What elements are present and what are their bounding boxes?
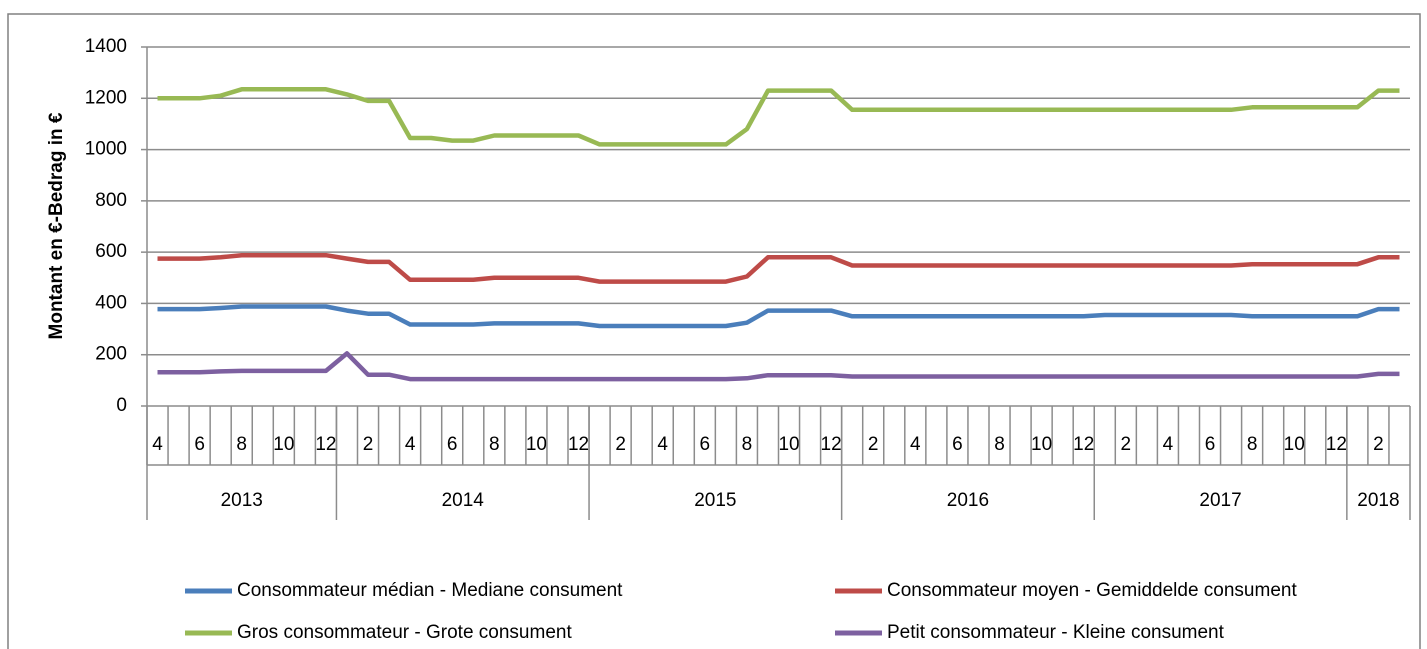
legend-label: Petit consommateur - Kleine consument [887, 622, 1225, 643]
x-tick-label: 8 [236, 434, 247, 455]
series-line [157, 351, 1400, 382]
y-tick-label: 200 [95, 344, 127, 365]
y-tick-label: 800 [95, 190, 127, 211]
x-tick-label: 2 [1121, 434, 1132, 455]
x-tick-label: 12 [1326, 434, 1347, 455]
x-tick-label: 8 [994, 434, 1005, 455]
year-label: 2017 [1199, 490, 1241, 511]
x-tick-label: 4 [1163, 434, 1174, 455]
x-tick-label: 6 [700, 434, 711, 455]
y-axis-title: Montant en €-Bedrag in € [46, 112, 67, 339]
x-tick-label: 10 [1284, 434, 1305, 455]
x-tick-label: 8 [489, 434, 500, 455]
year-label: 2015 [694, 490, 736, 511]
x-tick-label: 4 [405, 434, 416, 455]
x-tick-label: 10 [526, 434, 547, 455]
chart-frame [7, 13, 1421, 649]
year-label: 2013 [221, 490, 263, 511]
year-label: 2016 [947, 490, 989, 511]
x-tick-label: 2 [615, 434, 626, 455]
series-line [157, 304, 1400, 329]
x-tick-label: 2 [363, 434, 374, 455]
legend-label: Gros consommateur - Grote consument [237, 622, 572, 643]
series-line [157, 87, 1400, 147]
series-line [157, 252, 1400, 284]
x-tick-label: 12 [1073, 434, 1094, 455]
x-tick-label: 6 [194, 434, 205, 455]
x-tick-label: 12 [821, 434, 842, 455]
x-tick-label: 12 [568, 434, 589, 455]
y-tick-label: 400 [95, 292, 127, 313]
legend-label: Consommateur médian - Mediane consument [237, 580, 623, 601]
y-tick-label: 0 [116, 395, 127, 416]
x-tick-label: 10 [273, 434, 294, 455]
x-tick-label: 4 [657, 434, 668, 455]
y-tick-label: 600 [95, 241, 127, 262]
x-tick-label: 12 [315, 434, 336, 455]
y-tick-label: 1200 [85, 87, 127, 108]
y-tick-label: 1400 [85, 36, 127, 57]
x-tick-label: 8 [1247, 434, 1258, 455]
y-tick-label: 1000 [85, 139, 127, 160]
x-tick-label: 10 [778, 434, 799, 455]
x-tick-label: 6 [447, 434, 458, 455]
x-tick-label: 10 [1031, 434, 1052, 455]
x-tick-label: 4 [910, 434, 921, 455]
year-label: 2014 [442, 490, 485, 511]
year-label: 2018 [1357, 490, 1399, 511]
x-tick-label: 2 [1373, 434, 1384, 455]
x-tick-label: 4 [152, 434, 163, 455]
x-tick-label: 8 [742, 434, 753, 455]
x-tick-label: 6 [952, 434, 963, 455]
legend-label: Consommateur moyen - Gemiddelde consumen… [887, 580, 1297, 601]
x-tick-label: 6 [1205, 434, 1216, 455]
x-tick-label: 2 [868, 434, 879, 455]
